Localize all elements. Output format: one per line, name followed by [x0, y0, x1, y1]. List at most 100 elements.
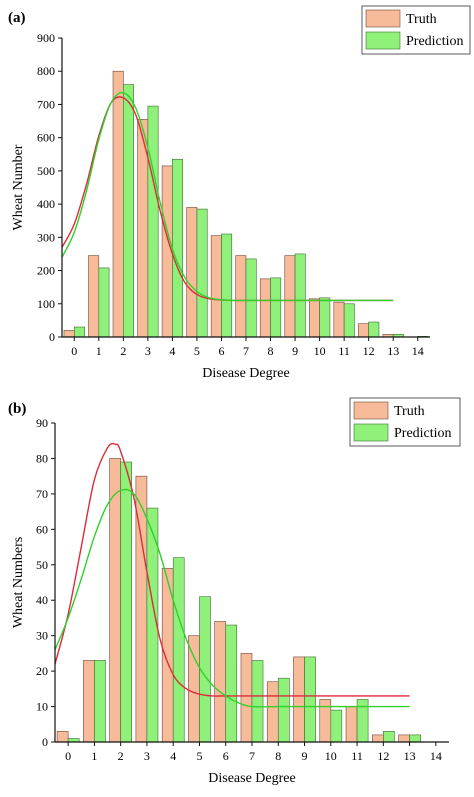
- truth-bar: [308, 298, 320, 338]
- x-tick-label: 1: [96, 344, 102, 358]
- x-tick-label: 3: [145, 344, 151, 358]
- x-tick-label: 8: [275, 749, 281, 763]
- y-axis-title: Wheat Numbers: [11, 537, 26, 628]
- truth-legend-swatch: [353, 401, 389, 420]
- prediction-bar: [225, 624, 238, 743]
- x-tick-label: 12: [377, 749, 389, 763]
- truth-legend-label: Truth: [394, 404, 425, 419]
- x-tick-label: 0: [65, 749, 71, 763]
- truth-bar: [398, 734, 410, 743]
- prediction-bar: [356, 699, 369, 743]
- prediction-legend-swatch: [365, 31, 401, 50]
- prediction-bar: [277, 677, 290, 743]
- x-tick-label: 13: [387, 344, 399, 358]
- truth-bar: [109, 458, 121, 743]
- prediction-bar: [343, 303, 355, 338]
- x-tick-label: 13: [404, 749, 416, 763]
- truth-bar: [259, 278, 271, 338]
- y-tick-label: 10: [36, 700, 48, 714]
- y-tick-label: 900: [37, 31, 55, 45]
- prediction-legend-label: Prediction: [394, 426, 452, 441]
- x-tick-label: 10: [325, 749, 337, 763]
- x-tick-label: 3: [144, 749, 150, 763]
- prediction-fit-curve: [54, 488, 410, 708]
- y-tick-label: 90: [36, 416, 48, 430]
- x-tick-label: 7: [243, 344, 249, 358]
- truth-bar: [112, 70, 124, 338]
- truth-bar: [345, 706, 358, 743]
- y-tick-label: 40: [36, 593, 48, 607]
- y-tick-label: 400: [37, 197, 55, 211]
- y-tick-label: 30: [36, 629, 48, 643]
- x-tick-label: 5: [196, 749, 202, 763]
- truth-legend-swatch: [365, 9, 401, 28]
- y-tick-label: 0: [49, 330, 55, 344]
- y-tick-label: 300: [37, 230, 55, 244]
- x-axis-title: Disease Degree: [208, 771, 295, 786]
- truth-bar: [333, 301, 345, 338]
- truth-bar: [83, 660, 95, 743]
- prediction-bar: [123, 84, 134, 338]
- x-tick-label: 4: [170, 749, 176, 763]
- x-tick-label: 7: [249, 749, 255, 763]
- prediction-bar: [319, 297, 331, 338]
- x-tick-label: 4: [169, 344, 175, 358]
- truth-legend-label: Truth: [406, 12, 437, 27]
- prediction-legend-label: Prediction: [406, 34, 464, 49]
- truth-bar: [56, 731, 69, 743]
- prediction-bar: [94, 660, 106, 743]
- truth-bar: [214, 621, 227, 743]
- y-tick-label: 80: [36, 451, 48, 465]
- y-tick-label: 50: [36, 558, 48, 572]
- x-tick-label: 14: [412, 344, 424, 358]
- x-tick-label: 2: [118, 749, 124, 763]
- y-tick-label: 70: [36, 487, 48, 501]
- x-tick-label: 8: [268, 344, 274, 358]
- legend: Truth Prediction: [361, 5, 471, 55]
- truth-fit-curve: [54, 442, 410, 697]
- y-tick-label: 20: [36, 664, 48, 678]
- x-tick-label: 5: [194, 344, 200, 358]
- y-tick-label: 700: [37, 97, 55, 111]
- x-tick-label: 12: [363, 344, 375, 358]
- x-tick-label: 14: [430, 749, 442, 763]
- x-tick-label: 11: [351, 749, 363, 763]
- truth-bar: [240, 653, 253, 743]
- prediction-bar: [245, 258, 257, 338]
- prediction-bar: [172, 158, 184, 338]
- prediction-bar: [383, 731, 395, 743]
- truth-bar: [372, 734, 384, 743]
- truth-bar: [284, 255, 296, 338]
- x-tick-label: 2: [120, 344, 126, 358]
- prediction-bar: [409, 734, 421, 743]
- prediction-fit-curve: [61, 91, 394, 302]
- x-tick-label: 6: [218, 344, 224, 358]
- truth-bar: [188, 635, 200, 743]
- x-tick-label: 9: [302, 749, 308, 763]
- prediction-bar: [120, 461, 132, 743]
- truth-bar: [235, 255, 247, 338]
- y-tick-label: 200: [37, 264, 55, 278]
- legend: Truth Prediction: [349, 397, 461, 447]
- prediction-bar: [98, 267, 110, 338]
- truth-bar: [210, 235, 222, 338]
- x-tick-label: 6: [223, 749, 229, 763]
- y-tick-label: 500: [37, 164, 55, 178]
- prediction-bar: [368, 321, 380, 338]
- panel-label: (b): [8, 401, 26, 417]
- prediction-bar: [73, 326, 85, 338]
- prediction-bar: [304, 656, 316, 743]
- prediction-bar: [270, 277, 282, 338]
- y-tick-label: 800: [37, 64, 55, 78]
- prediction-bar: [221, 233, 233, 338]
- truth-bar: [319, 699, 332, 743]
- panel-label: (a): [8, 10, 26, 26]
- y-tick-label: 60: [36, 522, 48, 536]
- truth-bar: [266, 681, 279, 743]
- truth-bar: [293, 656, 305, 743]
- prediction-legend-swatch: [353, 423, 389, 442]
- truth-bar: [358, 323, 369, 338]
